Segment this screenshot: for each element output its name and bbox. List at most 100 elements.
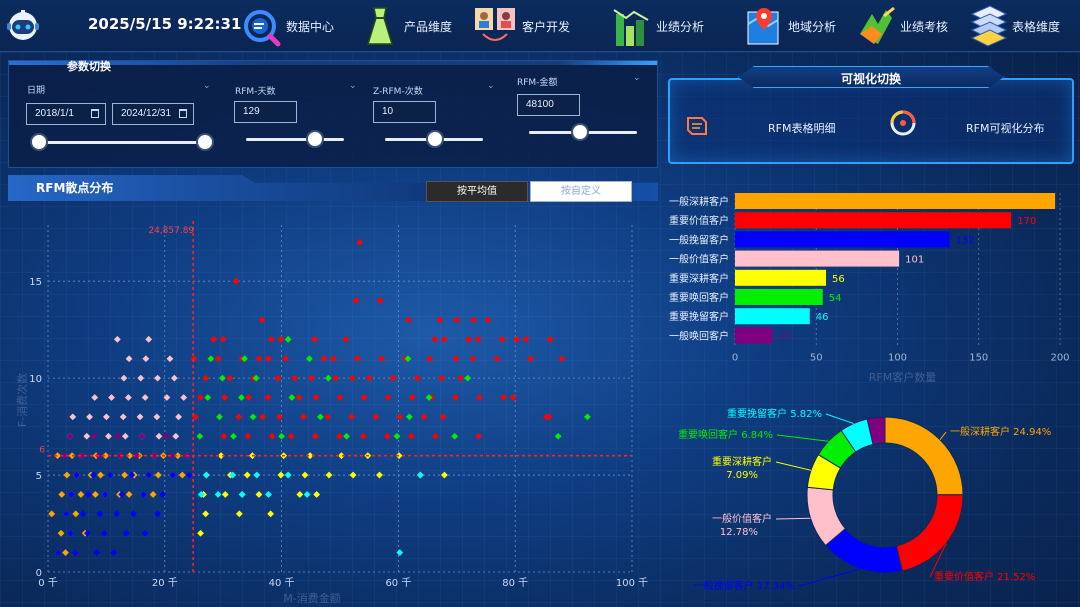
scatter-point (62, 510, 70, 518)
scatter-point (389, 374, 397, 382)
x-tick-label: 100 千 (616, 577, 648, 589)
scatter-point (154, 510, 161, 518)
nav-product[interactable]: 产品维度 (360, 0, 452, 52)
r-slider-handle[interactable] (306, 130, 324, 148)
scatter-point (308, 374, 315, 382)
mode-custom-button[interactable]: 按自定义 (530, 181, 632, 202)
nav-assessment[interactable]: 业绩考核 (856, 0, 948, 52)
nav-data-center[interactable]: 数据中心 (242, 0, 334, 52)
scatter-point (451, 394, 459, 401)
scatter-point (63, 471, 71, 479)
scatter-point (324, 413, 332, 421)
calendar-icon[interactable] (91, 109, 99, 118)
scatter-point (324, 374, 332, 382)
nav-customer-dev[interactable]: 客户开发 (472, 0, 570, 52)
f-input[interactable]: 10 (373, 101, 436, 123)
scatter-point (436, 316, 444, 324)
chevron-down-icon[interactable]: ⌄ (349, 81, 357, 91)
map-pin-icon (747, 8, 779, 45)
r-input[interactable]: 129 (234, 101, 297, 123)
nav-performance[interactable]: 业绩分析 (612, 0, 704, 52)
scatter-point (252, 374, 260, 382)
date-slider-track[interactable] (39, 141, 205, 144)
nav-table[interactable]: 表格维度 (968, 0, 1060, 52)
scatter-point (343, 432, 350, 440)
table-scroll-icon[interactable] (682, 112, 710, 140)
x-tick-label: 150 (969, 353, 988, 364)
x-axis-label: M-消费金额 (283, 591, 340, 605)
scatter-point (121, 471, 129, 479)
nav-label: 产品维度 (404, 19, 453, 34)
donut-slice (866, 416, 886, 445)
datetime-display: 2025/5/15 9:22:31 (88, 15, 242, 33)
m-input[interactable]: 48100 (517, 94, 580, 116)
mode-average-button[interactable]: 按平均值 (426, 181, 528, 202)
date-end-input[interactable]: 2024/12/31 (112, 103, 194, 125)
scatter-point (408, 432, 415, 440)
scatter-point (197, 529, 204, 537)
scatter-point (395, 452, 403, 460)
scatter-point (186, 471, 193, 479)
chevron-down-icon[interactable]: ⌄ (203, 81, 211, 91)
scatter-point (500, 394, 507, 401)
gauge-icon[interactable] (888, 108, 918, 138)
chevron-down-icon[interactable]: ⌄ (633, 73, 641, 83)
scatter-point (452, 355, 460, 363)
donut-label: 重要价值客户 21.52% (934, 570, 1035, 583)
scatter-point (338, 452, 345, 460)
scatter-point (305, 355, 313, 363)
scatter-point (210, 335, 218, 343)
scatter-point (77, 491, 85, 498)
scatter-point (125, 491, 133, 498)
scatter-point (404, 355, 412, 363)
scatter-point (396, 413, 404, 421)
donut-label: 一般深耕客户 24.94% (950, 425, 1051, 438)
scatter-point (431, 335, 439, 343)
bar-value-label: 23 (778, 331, 791, 342)
nav-region[interactable]: 地域分析 (744, 0, 836, 52)
scatter-point (93, 549, 101, 557)
scatter-point (432, 432, 439, 440)
scatter-point (365, 374, 373, 382)
scatter-point (354, 355, 361, 363)
scatter-point (190, 355, 198, 363)
scatter-point (359, 432, 367, 440)
scatter-point (196, 432, 204, 440)
f-slider-handle[interactable] (426, 130, 444, 148)
f-label: Z-RFM-次数 (373, 87, 423, 97)
scatter-point (284, 335, 292, 343)
scatter-point (142, 355, 150, 363)
y-tick-label: 0 (36, 568, 42, 579)
scatter-point (172, 432, 180, 440)
date-slider-start-handle[interactable] (30, 133, 48, 151)
m-label: RFM-金额 (517, 78, 558, 88)
scatter-point (558, 355, 566, 363)
scatter-point (105, 432, 112, 440)
r-slider-track[interactable] (246, 138, 344, 141)
scatter-point (527, 355, 535, 363)
y-axis-label: F-消费次数 (15, 373, 29, 427)
scatter-point (197, 491, 205, 498)
scatter-point (108, 394, 115, 401)
date-slider-end-handle[interactable] (196, 133, 214, 151)
scatter-point (498, 335, 506, 343)
bar (735, 289, 823, 305)
scatter-point (291, 374, 299, 382)
scatter-point (232, 277, 240, 285)
scatter-point (513, 335, 521, 343)
date-start-input[interactable]: 2018/1/1 (26, 103, 106, 125)
nav-label: 地域分析 (788, 19, 837, 34)
calendar-icon[interactable] (179, 109, 187, 118)
scatter-point (128, 471, 136, 479)
chevron-down-icon[interactable]: ⌄ (487, 81, 495, 91)
scatter-point (356, 238, 364, 246)
reference-y-label: 6 (39, 446, 45, 456)
scatter-point (470, 316, 478, 324)
scatter-point (313, 491, 321, 498)
m-slider-handle[interactable] (571, 123, 589, 141)
params-header-bar (9, 61, 657, 65)
rfm-dist-button[interactable]: RFM可视化分布 (966, 122, 1045, 135)
scatter-point (336, 394, 344, 401)
rfm-table-button[interactable]: RFM表格明细 (768, 122, 836, 135)
scatter-point (255, 355, 263, 363)
